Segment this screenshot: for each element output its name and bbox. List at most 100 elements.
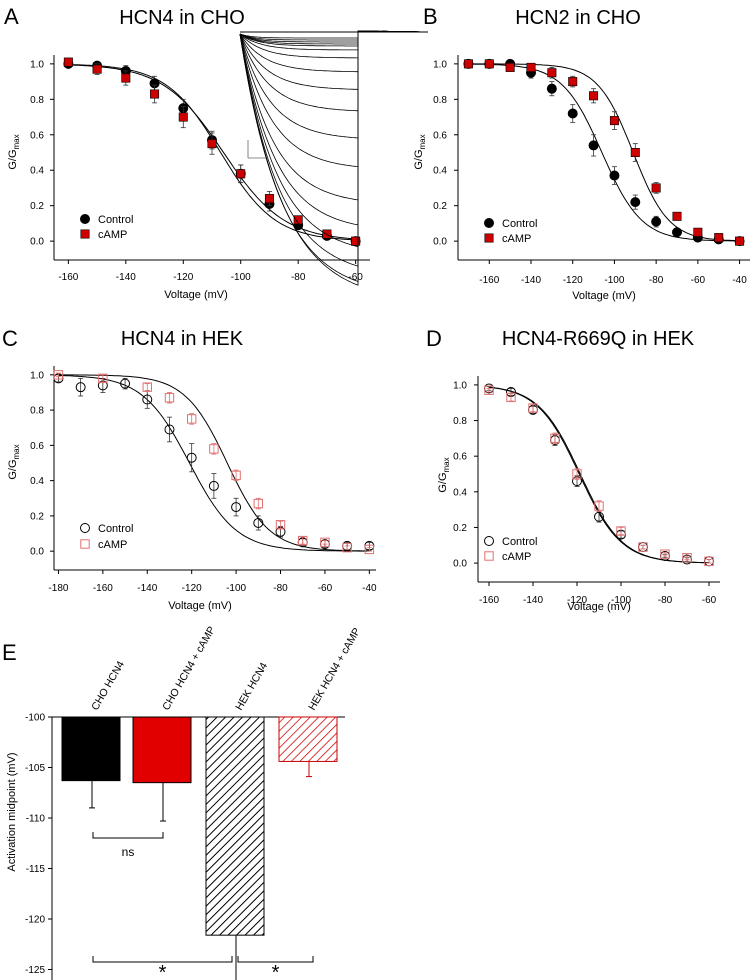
x-tick-label: -180	[48, 583, 68, 594]
legend-label-camp-d: cAMP	[502, 551, 531, 563]
current-trace	[239, 30, 429, 226]
legend-label-control-c: Control	[98, 523, 133, 535]
y-tick-label: 0.8	[30, 406, 44, 417]
y-tick-label: 0.8	[30, 95, 44, 106]
fits-b	[468, 63, 740, 242]
data-point-camp	[506, 392, 516, 403]
bar	[61, 716, 121, 782]
current-trace	[239, 30, 429, 168]
y-tick-label: 1.0	[30, 59, 44, 70]
x-tick-label: -120	[567, 595, 587, 606]
data-point-control	[588, 140, 599, 151]
xlabel-d: Voltage (mV)	[567, 601, 631, 613]
y-tick-label: 0.0	[453, 559, 467, 570]
y-tick-label: -105	[25, 763, 45, 774]
data-point-control	[186, 452, 197, 463]
xlabel-c: Voltage (mV)	[168, 600, 232, 612]
legend-label-camp-a: cAMP	[98, 229, 127, 241]
data-point-camp	[253, 498, 264, 509]
y-tick-label: -100	[25, 713, 45, 724]
data-point-camp	[463, 59, 473, 69]
x-tick-label: -80	[649, 275, 664, 286]
data-point-control	[253, 517, 264, 528]
y-tick-label: 0.6	[30, 441, 44, 452]
data-point-control	[609, 170, 620, 181]
points-c	[53, 370, 375, 555]
legend-marker-control	[80, 523, 90, 533]
legend-label-control-b: Control	[502, 218, 537, 230]
current-trace	[239, 30, 429, 43]
data-point-camp	[616, 526, 626, 536]
x-tick-label: -140	[137, 583, 157, 594]
y-tick-label: 1.0	[30, 370, 44, 381]
data-point-control	[651, 216, 662, 227]
data-point-camp	[526, 62, 536, 72]
data-point-camp	[264, 194, 274, 204]
fit-curve	[58, 375, 370, 552]
data-point-camp	[704, 556, 714, 567]
current-trace	[239, 30, 429, 112]
y-tick-label: 0.8	[433, 95, 447, 106]
x-tick-label: -100	[604, 275, 624, 286]
bar	[132, 716, 192, 784]
data-point-camp	[484, 385, 494, 395]
data-point-camp	[505, 62, 515, 72]
panel-letter-e: E	[2, 640, 17, 665]
data-point-camp	[735, 236, 745, 246]
x-tick-label: -160	[93, 583, 113, 594]
data-point-control	[164, 424, 175, 435]
panel-title-a: HCN4 in CHO	[119, 7, 245, 29]
y-tick-label: 0.4	[30, 476, 44, 487]
legend-label-control-a: Control	[98, 214, 133, 226]
x-tick-label: -140	[116, 272, 136, 283]
data-point-camp	[320, 537, 330, 548]
data-point-camp	[651, 183, 661, 193]
current-trace	[239, 30, 429, 41]
data-point-camp	[63, 57, 73, 67]
current-traces-inset	[239, 30, 429, 286]
y-tick-label: 0.0	[30, 237, 44, 248]
legend-label-control-d: Control	[502, 536, 537, 548]
category-label: CHO HCN4	[89, 659, 127, 713]
fit-curve	[58, 374, 370, 552]
comparison-bracket	[92, 832, 164, 839]
data-point-camp	[528, 403, 538, 413]
ylabel-d: G/Gmax	[437, 457, 451, 492]
data-point-camp	[672, 211, 682, 221]
x-tick-label: -120	[182, 583, 202, 594]
data-point-camp	[275, 520, 286, 530]
data-point-control	[231, 502, 242, 513]
x-tick-label: -100	[231, 272, 251, 283]
y-tick-label: 0.4	[433, 166, 447, 177]
ylabel-e: Activation midpoint (mV)	[6, 752, 18, 871]
current-trace	[239, 30, 429, 39]
panel-e: E -100-105-110-115-120-125 CHO HCN4 CHO H…	[2, 624, 363, 980]
ylabel-b: G/Gmax	[413, 134, 427, 169]
current-trace	[239, 30, 429, 267]
y-tick-label: 1.0	[453, 380, 467, 391]
comparison-bracket	[92, 956, 233, 963]
x-tick-label: -120	[173, 272, 193, 283]
data-point-camp	[693, 227, 703, 237]
data-point-camp	[342, 542, 352, 553]
x-tick-label: -140	[521, 275, 541, 286]
significance-label: *	[272, 962, 280, 980]
data-point-camp	[484, 59, 494, 69]
x-tick-label: -100	[226, 583, 246, 594]
y-tick-label: 0.0	[30, 547, 44, 558]
y-tick-label: 0.0	[433, 237, 447, 248]
legend-label-camp-b: cAMP	[502, 233, 531, 245]
legend-a: Control cAMP	[80, 214, 133, 241]
significance-label: *	[159, 962, 167, 980]
current-trace	[239, 30, 429, 201]
fits-c	[58, 374, 370, 552]
category-label: CHO HCN4 + cAMP	[160, 624, 218, 712]
data-point-camp	[186, 414, 197, 424]
axis-b: -160 -140 -120 -100 -80 -60 -40 0.0 0.2 0.4 0.6 0.8…	[433, 55, 750, 286]
data-point-control	[546, 83, 557, 94]
comparisons-e: ns * *	[92, 832, 314, 980]
panel-a: A HCN4 in CHO -160 -140 -120 -100 -80 -60 0.0 0…	[4, 4, 429, 301]
data-point-camp	[660, 549, 670, 559]
fit-curve	[468, 63, 740, 242]
data-point-camp	[630, 148, 640, 158]
